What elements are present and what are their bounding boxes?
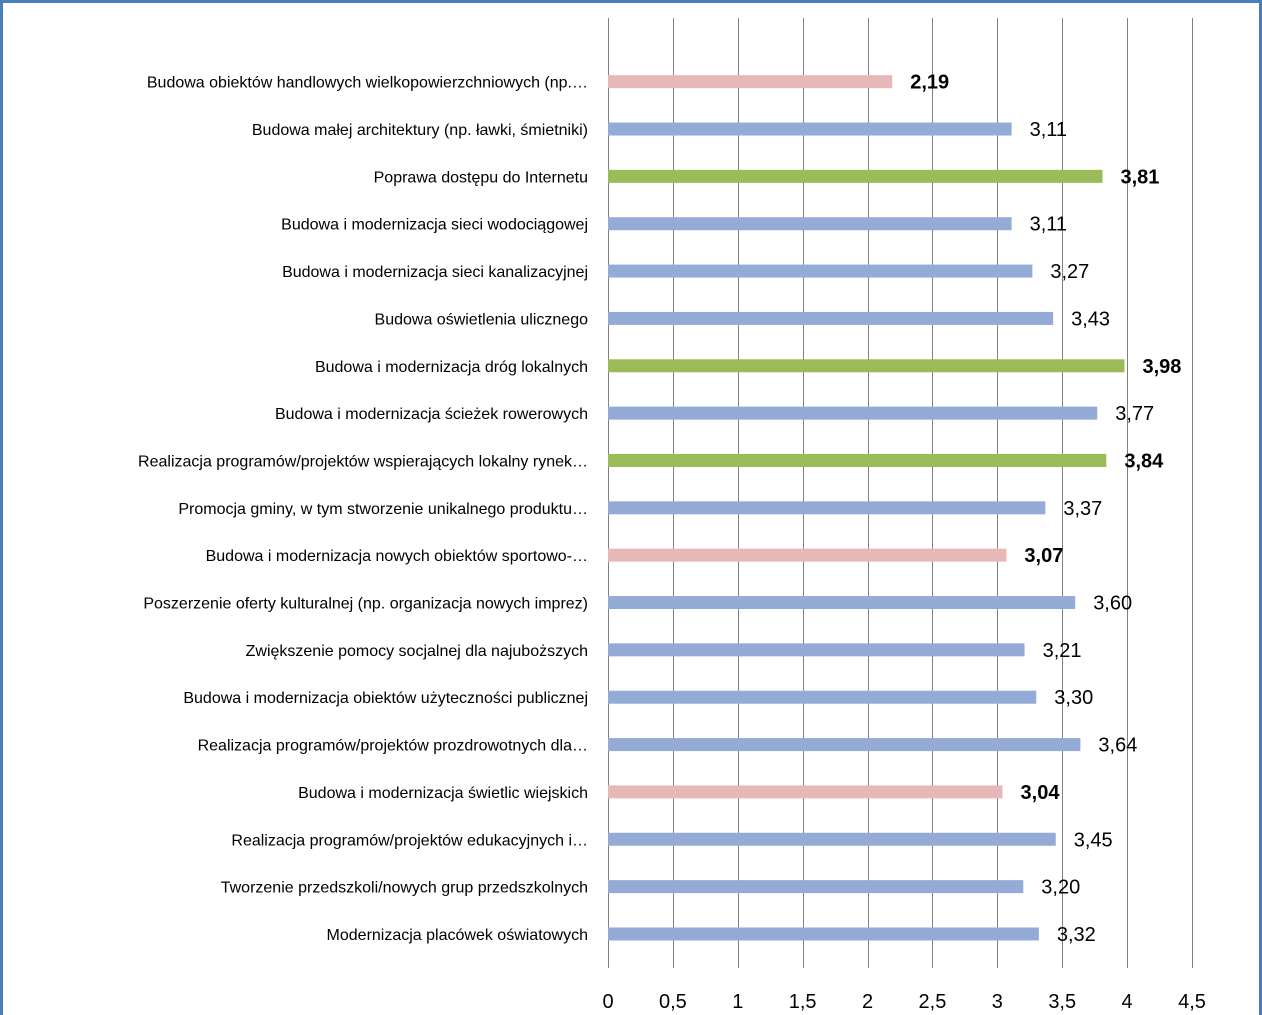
- bar: [608, 406, 1098, 420]
- label-layer: 0 0,5 1 1,5 2 2,5 3 3,5 4 4,5 Budowa obiektów hand…: [138, 72, 1206, 1013]
- bar: [608, 643, 1025, 657]
- category-label: Realizacja programów/projektów wspierają…: [138, 453, 588, 470]
- value-label: 3,60: [1093, 593, 1132, 615]
- category-label: Budowa i modernizacja sieci wodociągowej: [281, 217, 588, 234]
- category-label: Poszerzenie oferty kulturalnej (np. orga…: [143, 596, 588, 613]
- bar: [608, 927, 1039, 941]
- category-label: Budowa i modernizacja sieci kanalizacyjn…: [282, 264, 588, 281]
- category-label: Budowa i modernizacja ścieżek rowerowych: [275, 406, 588, 423]
- bar: [608, 738, 1081, 752]
- x-tick-label: 2,5: [919, 991, 947, 1013]
- category-label: Promocja gminy, w tym stworzenie unikaln…: [178, 501, 588, 518]
- x-tick-label: 1,5: [789, 991, 817, 1013]
- bar: [608, 217, 1012, 231]
- bar-layer: [608, 75, 1125, 941]
- bar: [608, 785, 1003, 799]
- value-label: 3,30: [1054, 687, 1093, 709]
- value-label: 3,11: [1030, 214, 1067, 236]
- value-label: 3,27: [1050, 261, 1089, 283]
- x-tick-label: 1: [732, 991, 743, 1013]
- bar: [608, 880, 1024, 894]
- x-tick-label: 4: [1122, 991, 1133, 1013]
- category-label: Modernizacja placówek oświatowych: [327, 927, 588, 944]
- value-label: 3,98: [1143, 356, 1182, 378]
- category-label: Realizacja programów/projektów edukacyjn…: [231, 832, 588, 849]
- category-label: Budowa i modernizacja obiektów użyteczno…: [183, 690, 588, 707]
- category-label: Budowa i modernizacja świetlic wiejskich: [298, 785, 588, 802]
- value-label: 3,43: [1071, 308, 1110, 330]
- bar: [608, 311, 1054, 325]
- x-tick-label: 0: [602, 991, 613, 1013]
- value-label: 3,81: [1120, 166, 1159, 188]
- value-label: 3,32: [1057, 924, 1096, 946]
- category-label: Tworzenie przedszkoli/nowych grup przeds…: [221, 880, 588, 897]
- value-label: 3,04: [1021, 782, 1061, 804]
- x-tick-label: 4,5: [1178, 991, 1206, 1013]
- bar: [608, 359, 1125, 373]
- bar: [608, 690, 1037, 704]
- bar: [608, 832, 1056, 846]
- value-label: 3,20: [1041, 877, 1080, 899]
- category-label: Budowa i modernizacja dróg lokalnych: [315, 359, 588, 376]
- bar: [608, 75, 893, 89]
- x-tick-label: 3: [992, 991, 1003, 1013]
- category-label: Poprawa dostępu do Internetu: [374, 169, 588, 186]
- value-label: 3,21: [1043, 640, 1082, 662]
- value-label: 3,37: [1063, 498, 1102, 520]
- category-label: Realizacja programów/projektów prozdrowo…: [198, 738, 588, 755]
- x-tick-label: 0,5: [659, 991, 687, 1013]
- value-label: 3,11: [1030, 119, 1067, 141]
- value-label: 2,19: [910, 72, 949, 94]
- category-label: Budowa oświetlenia ulicznego: [375, 311, 589, 328]
- bar: [608, 453, 1107, 467]
- bar: [608, 169, 1103, 183]
- value-label: 3,07: [1024, 545, 1063, 567]
- category-label: Budowa i modernizacja nowych obiektów sp…: [206, 548, 588, 565]
- bar: [608, 548, 1007, 562]
- grid-layer: [608, 18, 1193, 968]
- x-tick-label: 3,5: [1048, 991, 1076, 1013]
- value-label: 3,45: [1074, 829, 1113, 851]
- value-label: 3,77: [1115, 403, 1154, 425]
- category-label: Budowa obiektów handlowych wielkopowierz…: [147, 75, 588, 92]
- bar: [608, 501, 1046, 515]
- bar: [608, 264, 1033, 278]
- value-label: 3,84: [1124, 450, 1164, 472]
- category-label: Budowa małej architektury (np. ławki, śm…: [252, 122, 588, 139]
- category-label: Zwiększenie pomocy socjalnej dla najuboż…: [246, 643, 588, 660]
- bar: [608, 122, 1012, 136]
- x-tick-label: 2: [862, 991, 873, 1013]
- bar: [608, 596, 1076, 610]
- value-label: 3,64: [1098, 735, 1137, 757]
